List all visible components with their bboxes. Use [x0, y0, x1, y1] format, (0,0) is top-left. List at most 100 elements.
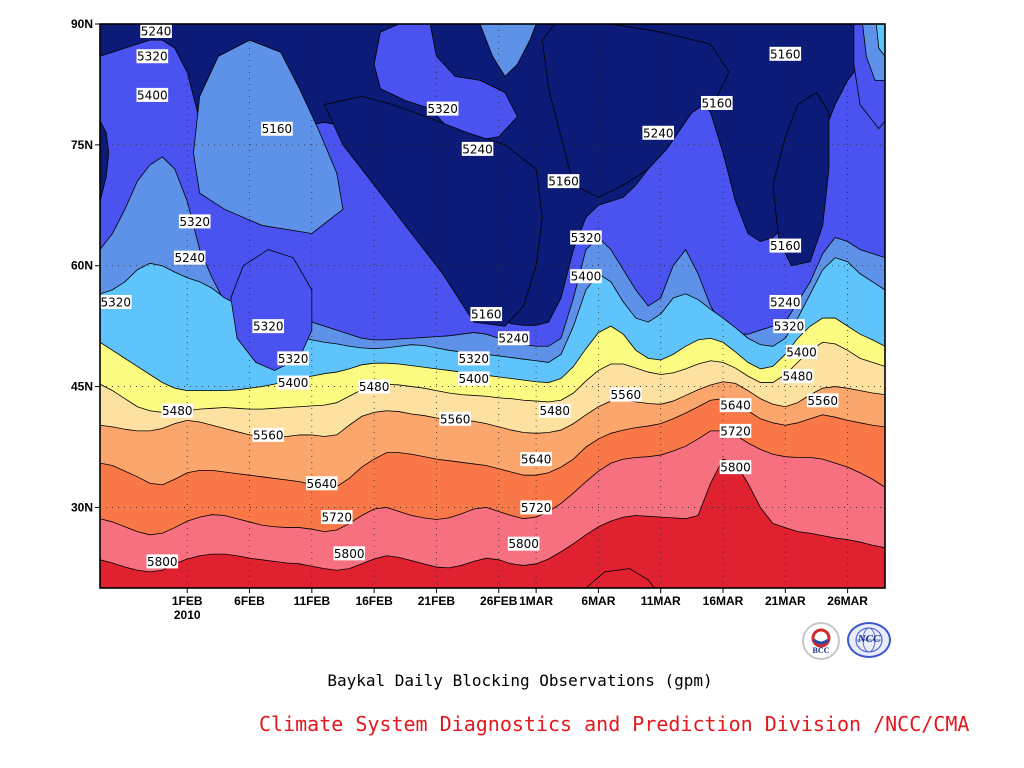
- contour-line-5720: [100, 430, 885, 536]
- contour-label: 5240: [462, 142, 493, 156]
- contour-label-box: [570, 230, 602, 245]
- contour-label-box: [507, 536, 540, 551]
- contour-label: 5240: [498, 332, 529, 346]
- contour-label-box: [470, 307, 503, 322]
- y-tick-label: 45N: [71, 380, 93, 394]
- contour-label: 5720: [720, 424, 751, 438]
- contour-label: 5560: [440, 412, 471, 426]
- contour-label-box: [140, 24, 172, 38]
- contour-label-box: [277, 375, 309, 390]
- bcc-logo: BCC: [802, 622, 840, 660]
- contour-label: 5800: [147, 555, 178, 569]
- contour-label-box: [610, 387, 642, 402]
- contour-line-5800: [100, 458, 885, 573]
- contour-label: 5240: [141, 25, 172, 39]
- contour-label-box: [136, 87, 169, 102]
- contour-label-box: [261, 121, 293, 136]
- contour-label-box: [642, 125, 675, 140]
- contour-label-box: [719, 423, 752, 438]
- contour-label: 5640: [720, 399, 751, 413]
- contour-label: 5160: [770, 47, 801, 61]
- contour-line-5400: [100, 317, 885, 391]
- contour-cell-5880: [585, 568, 655, 588]
- contour-band-5800: [100, 459, 885, 588]
- contour-label: 5400: [459, 372, 490, 386]
- bcc-logo-text: BCC: [812, 646, 830, 655]
- x-tick-label: 6MAR: [581, 594, 615, 608]
- y-tick-label: 30N: [71, 500, 93, 514]
- contour-label: 5160: [702, 96, 733, 110]
- contour-label-box: [305, 476, 338, 491]
- contour-label-box: [461, 141, 494, 156]
- contour-label: 5320: [459, 352, 490, 366]
- contour-label: 5480: [783, 370, 814, 384]
- contour-line-5560: [100, 381, 885, 438]
- contour-label-box: [277, 351, 309, 366]
- contour-label: 5160: [262, 122, 293, 136]
- x-tick-label: 1FEB: [172, 594, 203, 608]
- contour-label-box: [100, 294, 132, 309]
- contour-label: 5160: [548, 175, 579, 189]
- ncc-logo: NCC: [847, 622, 891, 658]
- contour-label-box: [719, 398, 752, 413]
- contour-label: 5400: [786, 345, 817, 359]
- contour-label-box: [333, 546, 366, 561]
- contour-label: 5480: [359, 380, 390, 394]
- contour-label: 5320: [278, 352, 309, 366]
- contour-label-box: [358, 379, 390, 394]
- x-tick-sublabel: 2010: [174, 608, 201, 622]
- contour-label: 5640: [521, 453, 552, 467]
- contour-label: 5320: [774, 320, 805, 334]
- contour-label-box: [547, 174, 580, 189]
- contour-label-box: [773, 319, 805, 334]
- contour-label: 5560: [807, 394, 838, 408]
- contour-label-box: [719, 460, 752, 475]
- contour-label: 5480: [162, 404, 193, 418]
- contour-label: 5800: [334, 547, 365, 561]
- contour-label-box: [769, 294, 802, 309]
- x-tick-label: 21FEB: [418, 594, 456, 608]
- contour-label: 5320: [137, 50, 168, 64]
- contour-label-box: [252, 319, 285, 334]
- credit-line: Climate System Diagnostics and Predictio…: [259, 712, 970, 736]
- contour-label: 5240: [643, 126, 674, 140]
- y-tick-label: 90N: [71, 17, 93, 31]
- contour-cell-5080: [772, 91, 830, 267]
- contour-label-box: [439, 411, 471, 426]
- contour-label: 5560: [611, 388, 642, 402]
- contour-label: 5320: [253, 320, 284, 334]
- contour-line-5320: [100, 257, 885, 363]
- contour-label: 5320: [427, 102, 458, 116]
- contour-cell-5320: [193, 39, 344, 234]
- contour-label-box: [146, 554, 179, 569]
- contour-label: 5560: [253, 428, 284, 442]
- contour-label: 5800: [720, 461, 751, 475]
- contour-label: 5480: [540, 404, 571, 418]
- contour-label: 5320: [101, 295, 132, 309]
- contour-label-box: [320, 510, 353, 525]
- x-tick-label: 26MAR: [827, 594, 868, 608]
- contour-label: 5240: [770, 295, 801, 309]
- x-tick-label: 6FEB: [234, 594, 265, 608]
- contour-cell-5080: [541, 24, 730, 198]
- x-tick-label: 26FEB: [480, 594, 518, 608]
- x-tick-label: 11MAR: [641, 594, 681, 608]
- contour-label-box: [252, 427, 285, 442]
- contour-label: 5400: [571, 270, 602, 284]
- contour-label: 5320: [179, 215, 210, 229]
- contour-label-layer: 5240 5320 5400 5160 5320 5240 5160 5240 5160 5160…: [100, 24, 839, 569]
- x-tick-label: 21MAR: [765, 594, 806, 608]
- x-tick-label: 11FEB: [293, 594, 330, 608]
- contour-label-box: [458, 351, 490, 366]
- contour-line-5480: [100, 341, 885, 413]
- contour-cell-5080: [100, 120, 110, 202]
- contour-label-box: [458, 371, 490, 386]
- chart-title: Baykal Daily Blocking Observations (gpm): [327, 671, 713, 690]
- contour-label-box: [781, 369, 814, 384]
- contour-label-box: [520, 500, 552, 515]
- contour-label-box: [769, 46, 802, 61]
- contour-label: 5400: [137, 88, 168, 102]
- contour-label: 5160: [471, 308, 502, 322]
